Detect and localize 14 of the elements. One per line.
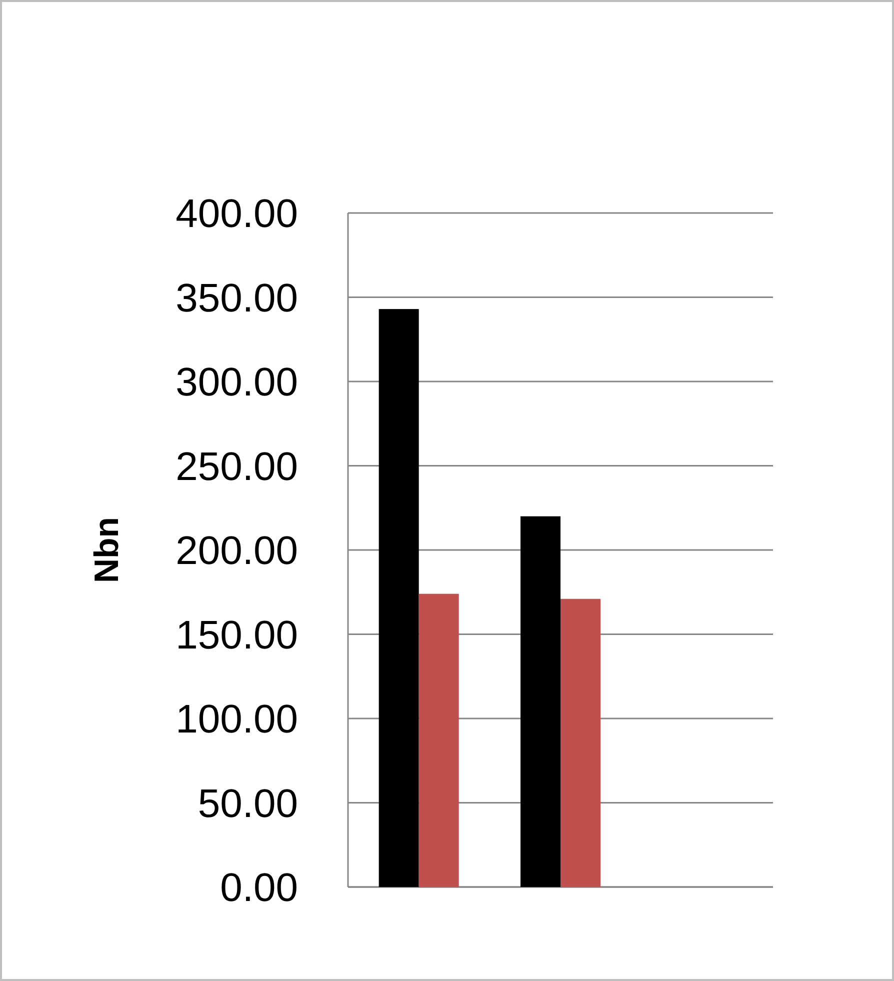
y-tick-label: 300.00: [176, 360, 298, 404]
y-tick-label: 0.00: [220, 866, 298, 910]
y-tick-label: 200.00: [176, 529, 298, 573]
bar: [418, 594, 459, 887]
y-tick-label: 100.00: [176, 698, 298, 742]
y-tick-label: 50.00: [198, 782, 298, 826]
y-tick-label: 350.00: [176, 276, 298, 320]
y-tick-label: 400.00: [176, 192, 298, 236]
y-axis-title: Nbn: [88, 516, 126, 584]
bar: [378, 309, 419, 887]
bar: [560, 598, 600, 887]
bar: [520, 516, 560, 887]
y-tick-label: 250.00: [176, 444, 298, 489]
y-tick-label: 150.00: [176, 613, 298, 658]
